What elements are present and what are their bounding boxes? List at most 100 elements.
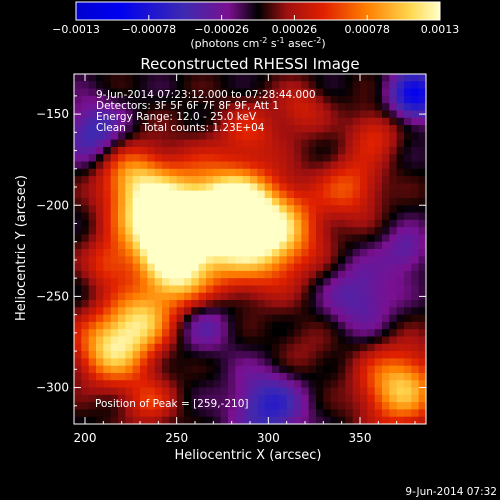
heatmap-cell — [330, 103, 339, 112]
heatmap-cell — [316, 358, 324, 367]
heatmap-cell — [316, 117, 324, 126]
heatmap-cell — [404, 416, 412, 425]
heatmap-cell — [88, 227, 97, 236]
heatmap-cell — [176, 176, 185, 184]
heatmap-cell — [338, 205, 346, 214]
heatmap-cell — [162, 103, 170, 112]
heatmap-cell — [250, 176, 258, 184]
annotation-detectors: Detectors: 3F 5F 6F 7F 8F 9F, Att 1 — [96, 100, 279, 112]
heatmap-cell — [242, 416, 251, 425]
heatmap-cell — [125, 132, 134, 141]
heatmap-cell — [360, 321, 368, 330]
heatmap-cell — [286, 161, 295, 170]
heatmap-cell — [286, 263, 295, 272]
heatmap-cell — [235, 365, 244, 374]
heatmap-cell — [81, 88, 90, 97]
heatmap-cell — [316, 278, 324, 287]
heatmap-cell — [301, 256, 310, 265]
heatmap-cell — [294, 88, 302, 97]
heatmap-cell — [345, 387, 354, 396]
heatmap-cell — [316, 270, 324, 279]
heatmap-cell — [220, 197, 229, 206]
heatmap-cell — [140, 190, 148, 199]
heatmap-cell — [250, 321, 258, 330]
heatmap-cell — [404, 278, 412, 287]
heatmap-cell — [279, 372, 288, 381]
heatmap-cell — [176, 168, 185, 177]
unit-exponent: -2 — [259, 36, 267, 45]
heatmap-cell — [257, 358, 266, 367]
heatmap-cell — [352, 329, 361, 338]
heatmap-cell — [198, 168, 207, 177]
heatmap-cell — [250, 270, 258, 279]
heatmap-cell — [294, 219, 302, 228]
heatmap-cell — [184, 161, 192, 170]
heatmap-cell — [162, 402, 170, 411]
heatmap-cell — [286, 336, 295, 345]
heatmap-cell — [389, 197, 398, 206]
heatmap-cell — [338, 241, 346, 250]
heatmap-cell — [132, 380, 141, 389]
heatmap-cell — [118, 292, 126, 301]
heatmap-cell — [374, 139, 383, 148]
heatmap-cell — [250, 249, 258, 257]
heatmap-cell — [374, 219, 383, 228]
heatmap-cell — [360, 387, 368, 396]
heatmap-cell — [235, 249, 244, 257]
heatmap-cell — [125, 292, 134, 301]
heatmap-cell — [74, 380, 82, 389]
heatmap-cell — [308, 409, 317, 418]
heatmap-cell — [191, 139, 200, 148]
heatmap-cell — [220, 329, 229, 338]
heatmap-cell — [169, 212, 178, 221]
heatmap-cell — [308, 256, 317, 265]
heatmap-cell — [74, 234, 82, 243]
heatmap-cell — [257, 394, 266, 403]
heatmap-cell — [389, 394, 398, 403]
heatmap-cell — [206, 110, 214, 119]
heatmap-cell — [374, 197, 383, 206]
heatmap-cell — [418, 95, 427, 104]
heatmap-cell — [323, 81, 332, 90]
heatmap-cell — [235, 314, 244, 323]
heatmap-cell — [242, 270, 251, 279]
heatmap-cell — [140, 132, 148, 141]
colorbar-tick-labels: −0.0013 −0.00078 −0.00026 0.00026 0.00078 0.0… — [52, 23, 459, 36]
heatmap-cell — [279, 154, 288, 163]
heatmap-cell — [198, 285, 207, 294]
heatmap-cell — [308, 241, 317, 250]
heatmap-cell — [74, 197, 82, 206]
heatmap-cell — [323, 183, 332, 192]
heatmap-cell — [338, 270, 346, 279]
heatmap-cell — [411, 249, 420, 257]
heatmap-cell — [110, 227, 119, 236]
heatmap-cell — [404, 212, 412, 221]
heatmap-cell — [191, 263, 200, 272]
heatmap-cell — [169, 103, 178, 112]
heatmap-cell — [162, 278, 170, 287]
heatmap-cell — [382, 205, 390, 214]
heatmap-cell — [330, 351, 339, 359]
heatmap-cell — [74, 168, 82, 177]
heatmap-cell — [330, 227, 339, 236]
heatmap-cell — [184, 241, 192, 250]
heatmap-cell — [213, 416, 222, 425]
heatmap-cell — [235, 183, 244, 192]
heatmap-cell — [250, 307, 258, 316]
heatmap-cell — [294, 358, 302, 367]
heatmap-cell — [140, 205, 148, 214]
heatmap-cell — [316, 365, 324, 374]
heatmap-cell — [125, 307, 134, 316]
heatmap-cell — [316, 351, 324, 359]
heatmap-cell — [352, 409, 361, 418]
heatmap-cell — [140, 103, 148, 112]
heatmap-cell — [235, 387, 244, 396]
heatmap-cell — [206, 154, 214, 163]
heatmap-cell — [162, 146, 170, 155]
heatmap-cell — [301, 292, 310, 301]
heatmap-cell — [147, 387, 156, 396]
heatmap-cell — [308, 351, 317, 359]
heatmap-cell — [103, 394, 112, 403]
heatmap-cell — [264, 110, 273, 119]
heatmap-cell — [301, 197, 310, 206]
